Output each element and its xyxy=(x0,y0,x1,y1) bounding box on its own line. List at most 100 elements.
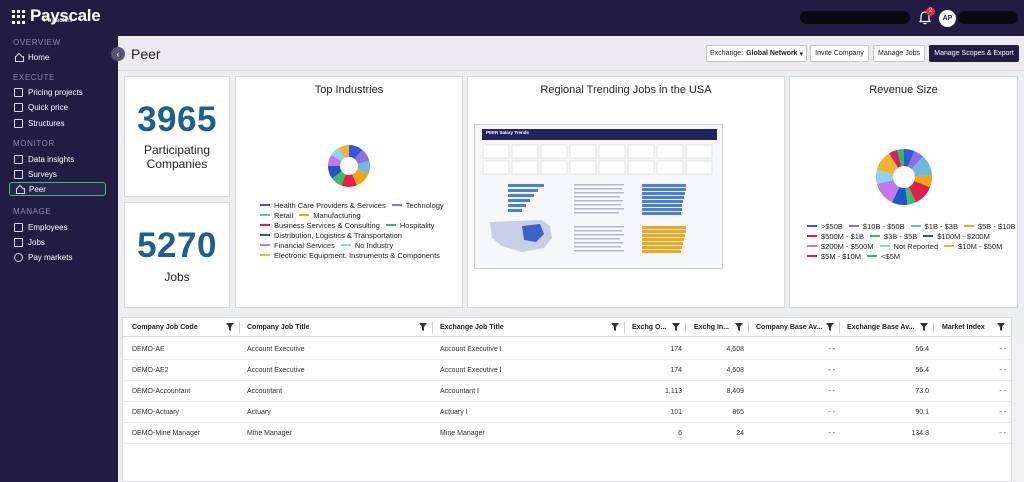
legend-item[interactable]: Electronic Equipment, Instruments & Comp… xyxy=(260,251,440,260)
companies-label-line1: Participating xyxy=(125,144,229,157)
exchange-value: Global Network xyxy=(746,50,797,57)
cell-exchange-base: 90.1 xyxy=(840,402,929,423)
cell-company-base: - - xyxy=(749,402,835,423)
legend-item[interactable]: <$5M xyxy=(867,252,900,261)
sidebar-item-jobs[interactable]: Jobs xyxy=(9,235,106,249)
salary-trends-report-thumbnail[interactable]: PEER Salary Trends xyxy=(474,124,723,269)
table-row[interactable]: DEMO-Actuary Actuary Actuary I 101 865 -… xyxy=(123,402,1011,423)
top-industries-card: Top Industries Health Care Providers & S… xyxy=(235,76,463,308)
column-header[interactable]: Company Job Title xyxy=(247,318,310,337)
page-header: Peer Exchange: Global Network ▾ Invite C… xyxy=(118,36,1024,71)
filter-icon[interactable] xyxy=(226,323,234,331)
column-header[interactable]: Exchg In... xyxy=(694,318,729,337)
legend-item[interactable]: Hospitality xyxy=(386,221,435,230)
column-header[interactable]: Exchange Base Av... xyxy=(847,318,914,337)
revenue-donut-chart[interactable] xyxy=(875,148,933,206)
legend-item[interactable]: $5M - $10M xyxy=(807,252,861,261)
column-header[interactable]: Company Job Code xyxy=(132,318,198,337)
legend-item[interactable]: Health Care Providers & Services xyxy=(260,201,386,210)
legend-item[interactable]: >$50B xyxy=(807,222,843,231)
cell-exchange-job-title[interactable]: Mine Manager xyxy=(440,423,485,444)
filter-icon[interactable] xyxy=(672,323,680,331)
cell-job-code: DEMO-Actuary xyxy=(132,402,179,423)
revenue-size-title: Revenue Size xyxy=(790,84,1017,96)
filter-icon[interactable] xyxy=(920,323,928,331)
legend-item[interactable]: $3B - $5B xyxy=(870,232,917,241)
cell-exchange-job-title[interactable]: Actuary I xyxy=(440,402,468,423)
filter-icon[interactable] xyxy=(735,323,743,331)
sidebar-item-pricing-projects[interactable]: Pricing projects xyxy=(9,85,106,99)
table-row[interactable]: DEMO-Mine Manager Mine Manager Mine Mana… xyxy=(123,423,1011,444)
filter-icon[interactable] xyxy=(997,323,1005,331)
table-row[interactable]: DEMO-Accountant Accountant Accountant I … xyxy=(123,381,1011,402)
grid-icon xyxy=(14,170,23,179)
invite-company-button[interactable]: Invite Company xyxy=(810,45,869,62)
table-scrollbar[interactable] xyxy=(1012,337,1024,482)
sidebar-item-peer[interactable]: Peer xyxy=(9,182,106,196)
cell-job-title: Actuary xyxy=(247,402,271,423)
cell-job-code: DEMO-AE xyxy=(132,339,165,360)
filter-icon[interactable] xyxy=(611,323,619,331)
report-title: PEER Salary Trends xyxy=(486,130,529,135)
redacted-text xyxy=(800,11,910,24)
sidebar-item-data-insights[interactable]: Data insights xyxy=(9,152,106,166)
legend-item[interactable]: Not Reported xyxy=(880,242,939,251)
legend-item[interactable]: $5B - $10B xyxy=(964,222,1016,231)
sidebar-item-home[interactable]: Home xyxy=(9,50,106,64)
chevron-left-icon: ‹ xyxy=(117,49,120,59)
legend-item[interactable]: Business Services & Consulting xyxy=(260,221,380,230)
report-preview-graphic xyxy=(482,142,718,266)
legend-item[interactable]: Technology xyxy=(392,201,444,210)
legend-item[interactable]: $10B - $50B xyxy=(849,222,905,231)
manage-jobs-button[interactable]: Manage Jobs xyxy=(873,45,925,62)
sidebar: OVERVIEW Home EXECUTE Pricing projects Q… xyxy=(0,36,118,482)
column-header[interactable]: Market Index xyxy=(942,318,985,337)
legend-item[interactable]: $500M - $1B xyxy=(807,232,864,241)
sidebar-section-overview: OVERVIEW xyxy=(13,38,61,47)
legend-item[interactable]: Distribution, Logistics & Transportation xyxy=(260,231,402,240)
grid-icon xyxy=(14,103,23,112)
legend-item[interactable]: $1B - $3B xyxy=(911,222,958,231)
column-header[interactable]: Company Base Av... xyxy=(756,318,822,337)
cell-exchange-job-title[interactable]: Account Executive I xyxy=(440,339,501,360)
jobs-count: 5270 xyxy=(125,226,229,266)
legend-item[interactable]: Retail xyxy=(260,211,293,220)
legend-item[interactable]: Manufacturing xyxy=(299,211,361,220)
manage-scopes-export-button[interactable]: Manage Scopes & Export xyxy=(929,45,1019,62)
industries-donut-chart[interactable] xyxy=(327,144,371,188)
legend-item[interactable]: $200M - $500M xyxy=(807,242,874,251)
cell-exchange-job-title[interactable]: Account Executive I xyxy=(440,360,501,381)
sidebar-item-label: Quick price xyxy=(28,103,68,112)
cell-exchange-job-title[interactable]: Accountant I xyxy=(440,381,479,402)
table-row[interactable]: DEMO-AE2 Account Executive Account Execu… xyxy=(123,360,1011,381)
jobs-label: Jobs xyxy=(125,271,229,284)
sidebar-item-quick-price[interactable]: Quick price xyxy=(9,100,106,114)
cell-exchg-inc: 4,608 xyxy=(686,339,744,360)
filter-icon[interactable] xyxy=(419,323,427,331)
legend-item[interactable]: Financial Services xyxy=(260,241,335,250)
column-header[interactable]: Exchange Job Title xyxy=(440,318,504,337)
cell-exchg-inc: 4,608 xyxy=(686,360,744,381)
cell-exchange-base: 134.8 xyxy=(840,423,929,444)
filter-icon[interactable] xyxy=(826,323,834,331)
exchange-dropdown[interactable]: Exchange: Global Network ▾ xyxy=(706,45,807,62)
sidebar-item-pay-markets[interactable]: Pay markets xyxy=(9,250,106,264)
legend-item[interactable]: No Industry xyxy=(341,241,393,250)
cell-exchg-org: 1,113 xyxy=(625,381,682,402)
cell-market-index: - - xyxy=(934,360,1006,381)
sidebar-item-surveys[interactable]: Surveys xyxy=(9,167,106,181)
sidebar-item-label: Data insights xyxy=(28,155,74,164)
logo-grid-icon xyxy=(12,10,26,24)
globe-icon xyxy=(14,253,23,262)
table-row[interactable]: DEMO-AE Account Executive Account Execut… xyxy=(123,339,1011,360)
collapse-sidebar-button[interactable]: ‹ xyxy=(111,47,125,61)
column-header[interactable]: Exchg O... xyxy=(632,318,666,337)
cell-company-base: - - xyxy=(749,339,835,360)
legend-item[interactable]: $10M - $50M xyxy=(944,242,1002,251)
cell-exchg-org: 174 xyxy=(625,360,682,381)
cell-exchg-org: 174 xyxy=(625,339,682,360)
sidebar-item-employees[interactable]: Employees xyxy=(9,220,106,234)
legend-item[interactable]: $100M - $200M xyxy=(923,232,990,241)
avatar[interactable]: AP xyxy=(939,10,956,27)
sidebar-item-structures[interactable]: Structures xyxy=(9,116,106,130)
